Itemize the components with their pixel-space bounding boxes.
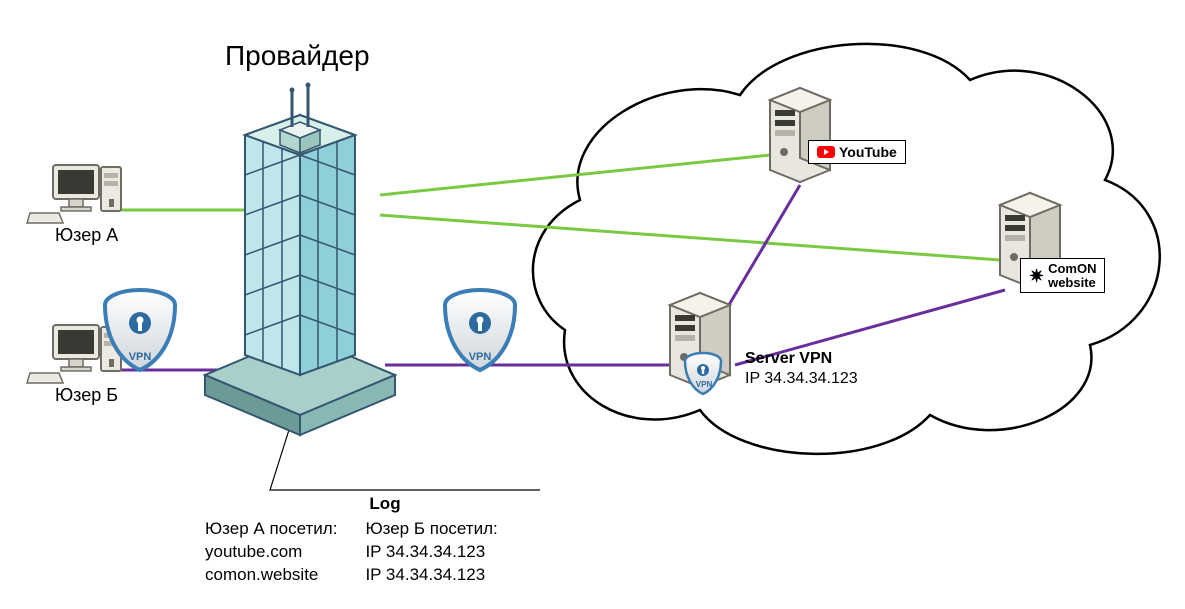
user-computers (0, 0, 1185, 609)
youtube-badge: YouTube (808, 140, 906, 164)
youtube-badge-text: YouTube (839, 144, 897, 160)
user-b-label: Юзер Б (55, 385, 118, 406)
vpn-caption-right: VPN (467, 351, 493, 363)
youtube-server-icon (770, 88, 830, 182)
youtube-play-icon (817, 146, 835, 158)
user-a-label: Юзер А (55, 225, 118, 246)
log-col-a: Юзер А посетил: youtube.com comon.websit… (205, 518, 337, 587)
log-col-b-line-1: IP 34.34.34.123 (365, 564, 497, 587)
provider-title: Провайдер (225, 40, 370, 72)
edges-layer (0, 0, 1185, 609)
edge-building-comon (380, 215, 1000, 260)
provider-building-icon (0, 0, 1185, 609)
comon-badge-line2: website (1048, 275, 1096, 290)
servers (0, 0, 1185, 609)
log-col-a-line-0: youtube.com (205, 541, 337, 564)
vpn-server-ip: IP 34.34.34.123 (745, 370, 858, 388)
vpn-server-label: Server VPN (745, 350, 832, 368)
log-col-b-line-0: IP 34.34.34.123 (365, 541, 497, 564)
log-col-a-header: Юзер А посетил: (205, 518, 337, 541)
log-col-b: Юзер Б посетил: IP 34.34.34.123 IP 34.34… (365, 518, 497, 587)
log-block: Log Юзер А посетил: youtube.com comon.we… (205, 493, 565, 587)
edge-building-youtube (380, 155, 770, 195)
vpn-server-icon (670, 293, 730, 387)
user-a-pc-icon (27, 165, 121, 223)
log-col-b-header: Юзер Б посетил: (365, 518, 497, 541)
edge-vpnsrv-youtube (720, 185, 800, 320)
user-b-pc-icon (27, 325, 121, 383)
edge-building-log (270, 395, 540, 490)
vpn-shields (0, 0, 1185, 609)
cloud-shape (0, 0, 1185, 609)
vpn-caption-server: VPN (693, 380, 715, 389)
comon-splat-icon: ✷ (1029, 267, 1044, 285)
log-col-a-line-1: comon.website (205, 564, 337, 587)
log-title: Log (205, 493, 565, 516)
comon-badge: ✷ ComON website (1020, 258, 1105, 293)
vpn-caption-left: VPN (127, 351, 153, 363)
